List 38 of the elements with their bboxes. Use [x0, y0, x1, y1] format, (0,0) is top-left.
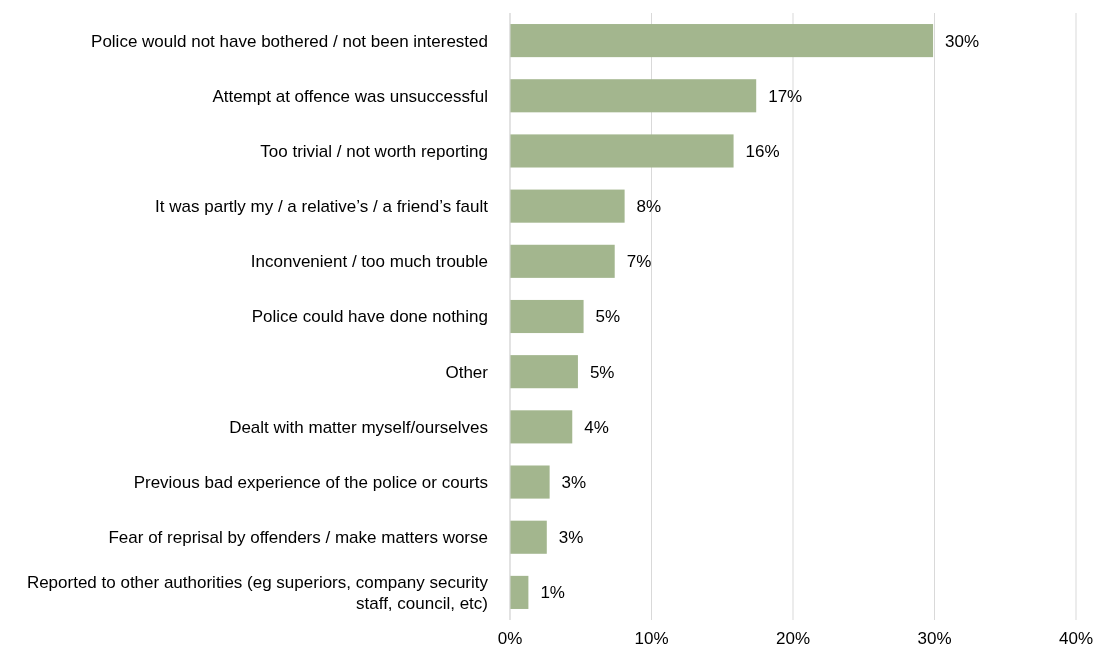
- y-tick-label: Inconvenient / too much trouble: [250, 252, 488, 272]
- data-label: 3%: [558, 528, 584, 548]
- data-label: 8%: [636, 197, 662, 217]
- data-label: 30%: [945, 31, 980, 51]
- y-tick-label: Fear of reprisal by offenders / make matters worse: [108, 528, 488, 548]
- y-tick-label: Previous bad experience of the police or courts: [133, 473, 488, 492]
- x-tick-label: 40%: [1058, 629, 1094, 648]
- bar: [510, 575, 529, 609]
- x-tick-label: 0%: [497, 629, 523, 648]
- bar: [510, 299, 584, 334]
- data-label: 4%: [584, 417, 609, 437]
- x-tick-label: 10%: [634, 629, 669, 648]
- data-label: 17%: [768, 86, 803, 106]
- y-tick-label: Police would not have bothered / not been interested: [91, 31, 488, 51]
- y-tick-label: It was partly my / a relative’s / a friend’s fault: [155, 197, 489, 217]
- bar: [510, 134, 734, 168]
- data-label: 1%: [540, 583, 565, 603]
- data-label: 7%: [626, 252, 652, 272]
- bar: [510, 520, 547, 554]
- data-label: 16%: [745, 141, 780, 161]
- data-label: 5%: [595, 307, 621, 327]
- x-tick-label: 30%: [917, 629, 952, 648]
- y-tick-label: Dealt with matter myself/ourselves: [229, 417, 488, 437]
- bar: [510, 24, 934, 58]
- data-label: 3%: [561, 473, 587, 492]
- bar: [510, 355, 578, 389]
- y-tick-label: Attempt at offence was unsuccessful: [212, 86, 488, 106]
- y-tick-label: Too trivial / not worth reporting: [260, 141, 488, 161]
- bar: [510, 410, 573, 444]
- bar: [510, 465, 550, 499]
- bar: [510, 244, 615, 278]
- y-tick-label: Police could have done nothing: [251, 307, 488, 327]
- data-label: 5%: [589, 362, 615, 382]
- y-tick-label: Reported to other authorities (eg superiors, company security staff, council, etc): [26, 572, 489, 613]
- bar: [510, 79, 757, 113]
- y-tick-label: Other: [445, 362, 489, 382]
- bar: [510, 189, 625, 223]
- x-tick-label: 20%: [775, 629, 811, 648]
